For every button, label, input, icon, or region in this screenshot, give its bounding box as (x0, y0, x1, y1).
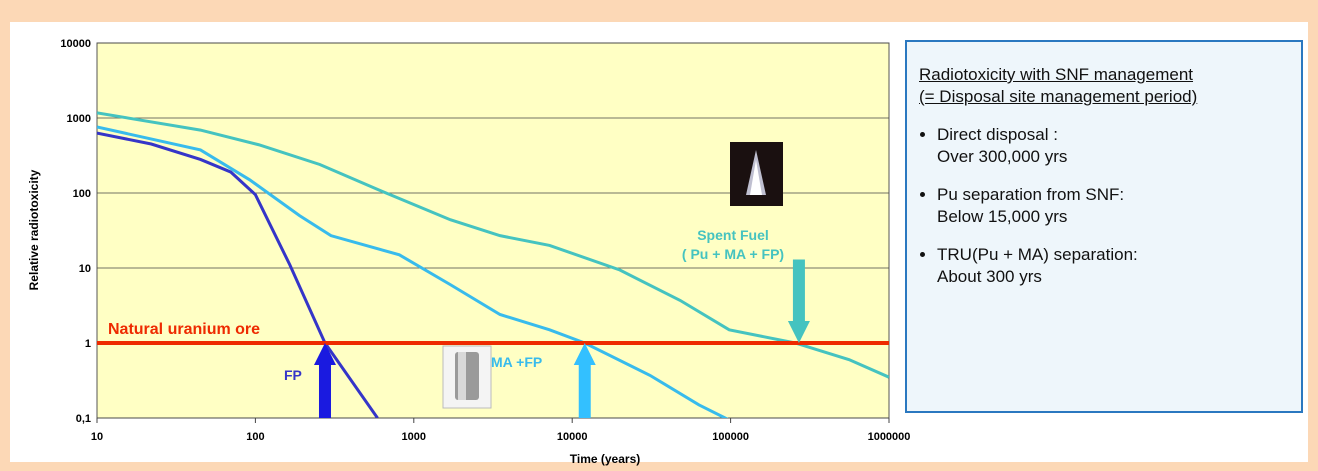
y-tick-label: 0,1 (76, 413, 91, 425)
y-tick-label: 10000 (60, 38, 91, 50)
panel-item: TRU(Pu + MA) separation:About 300 yrs (937, 244, 1289, 288)
page: {"chart_data":{"type":"line","xlabel":"T… (0, 0, 1318, 471)
panel-item: Direct disposal :Over 300,000 yrs (937, 124, 1289, 168)
annotation: ( Pu + MA + FP) (682, 246, 784, 262)
info-panel: Radiotoxicity with SNF management(= Disp… (905, 40, 1303, 413)
y-tick-label: 10 (79, 263, 91, 275)
y-axis-label: Relative radiotoxicity (27, 169, 41, 290)
item-text: Over 300,000 yrs (937, 146, 1289, 168)
annotation: Spent Fuel (697, 227, 769, 243)
item-text: Direct disposal : (937, 124, 1289, 146)
x-tick-label: 100 (246, 431, 264, 443)
x-tick-label: 10000 (557, 431, 588, 443)
x-axis-label: Time (years) (570, 452, 640, 466)
spent-fuel-icon (730, 142, 783, 206)
item-text: Pu separation from SNF: (937, 184, 1289, 206)
x-tick-label: 10 (91, 431, 103, 443)
y-tick-label: 100 (73, 188, 91, 200)
canister-icon (443, 346, 491, 408)
x-tick-label: 100000 (712, 431, 749, 443)
annotation: FP (284, 367, 302, 383)
panel-item: Pu separation from SNF:Below 15,000 yrs (937, 184, 1289, 228)
item-text: About 300 yrs (937, 266, 1289, 288)
y-tick-label: 1 (85, 338, 91, 350)
reference-label: Natural uranium ore (108, 321, 260, 338)
y-tick-label: 1000 (67, 113, 91, 125)
x-tick-label: 1000000 (868, 431, 911, 443)
item-text: TRU(Pu + MA) separation: (937, 244, 1289, 266)
panel-heading: Radiotoxicity with SNF management (919, 64, 1289, 86)
x-tick-label: 1000 (402, 431, 426, 443)
item-text: Below 15,000 yrs (937, 206, 1289, 228)
annotation: MA +FP (491, 354, 542, 370)
panel-heading: (= Disposal site management period) (919, 86, 1289, 108)
